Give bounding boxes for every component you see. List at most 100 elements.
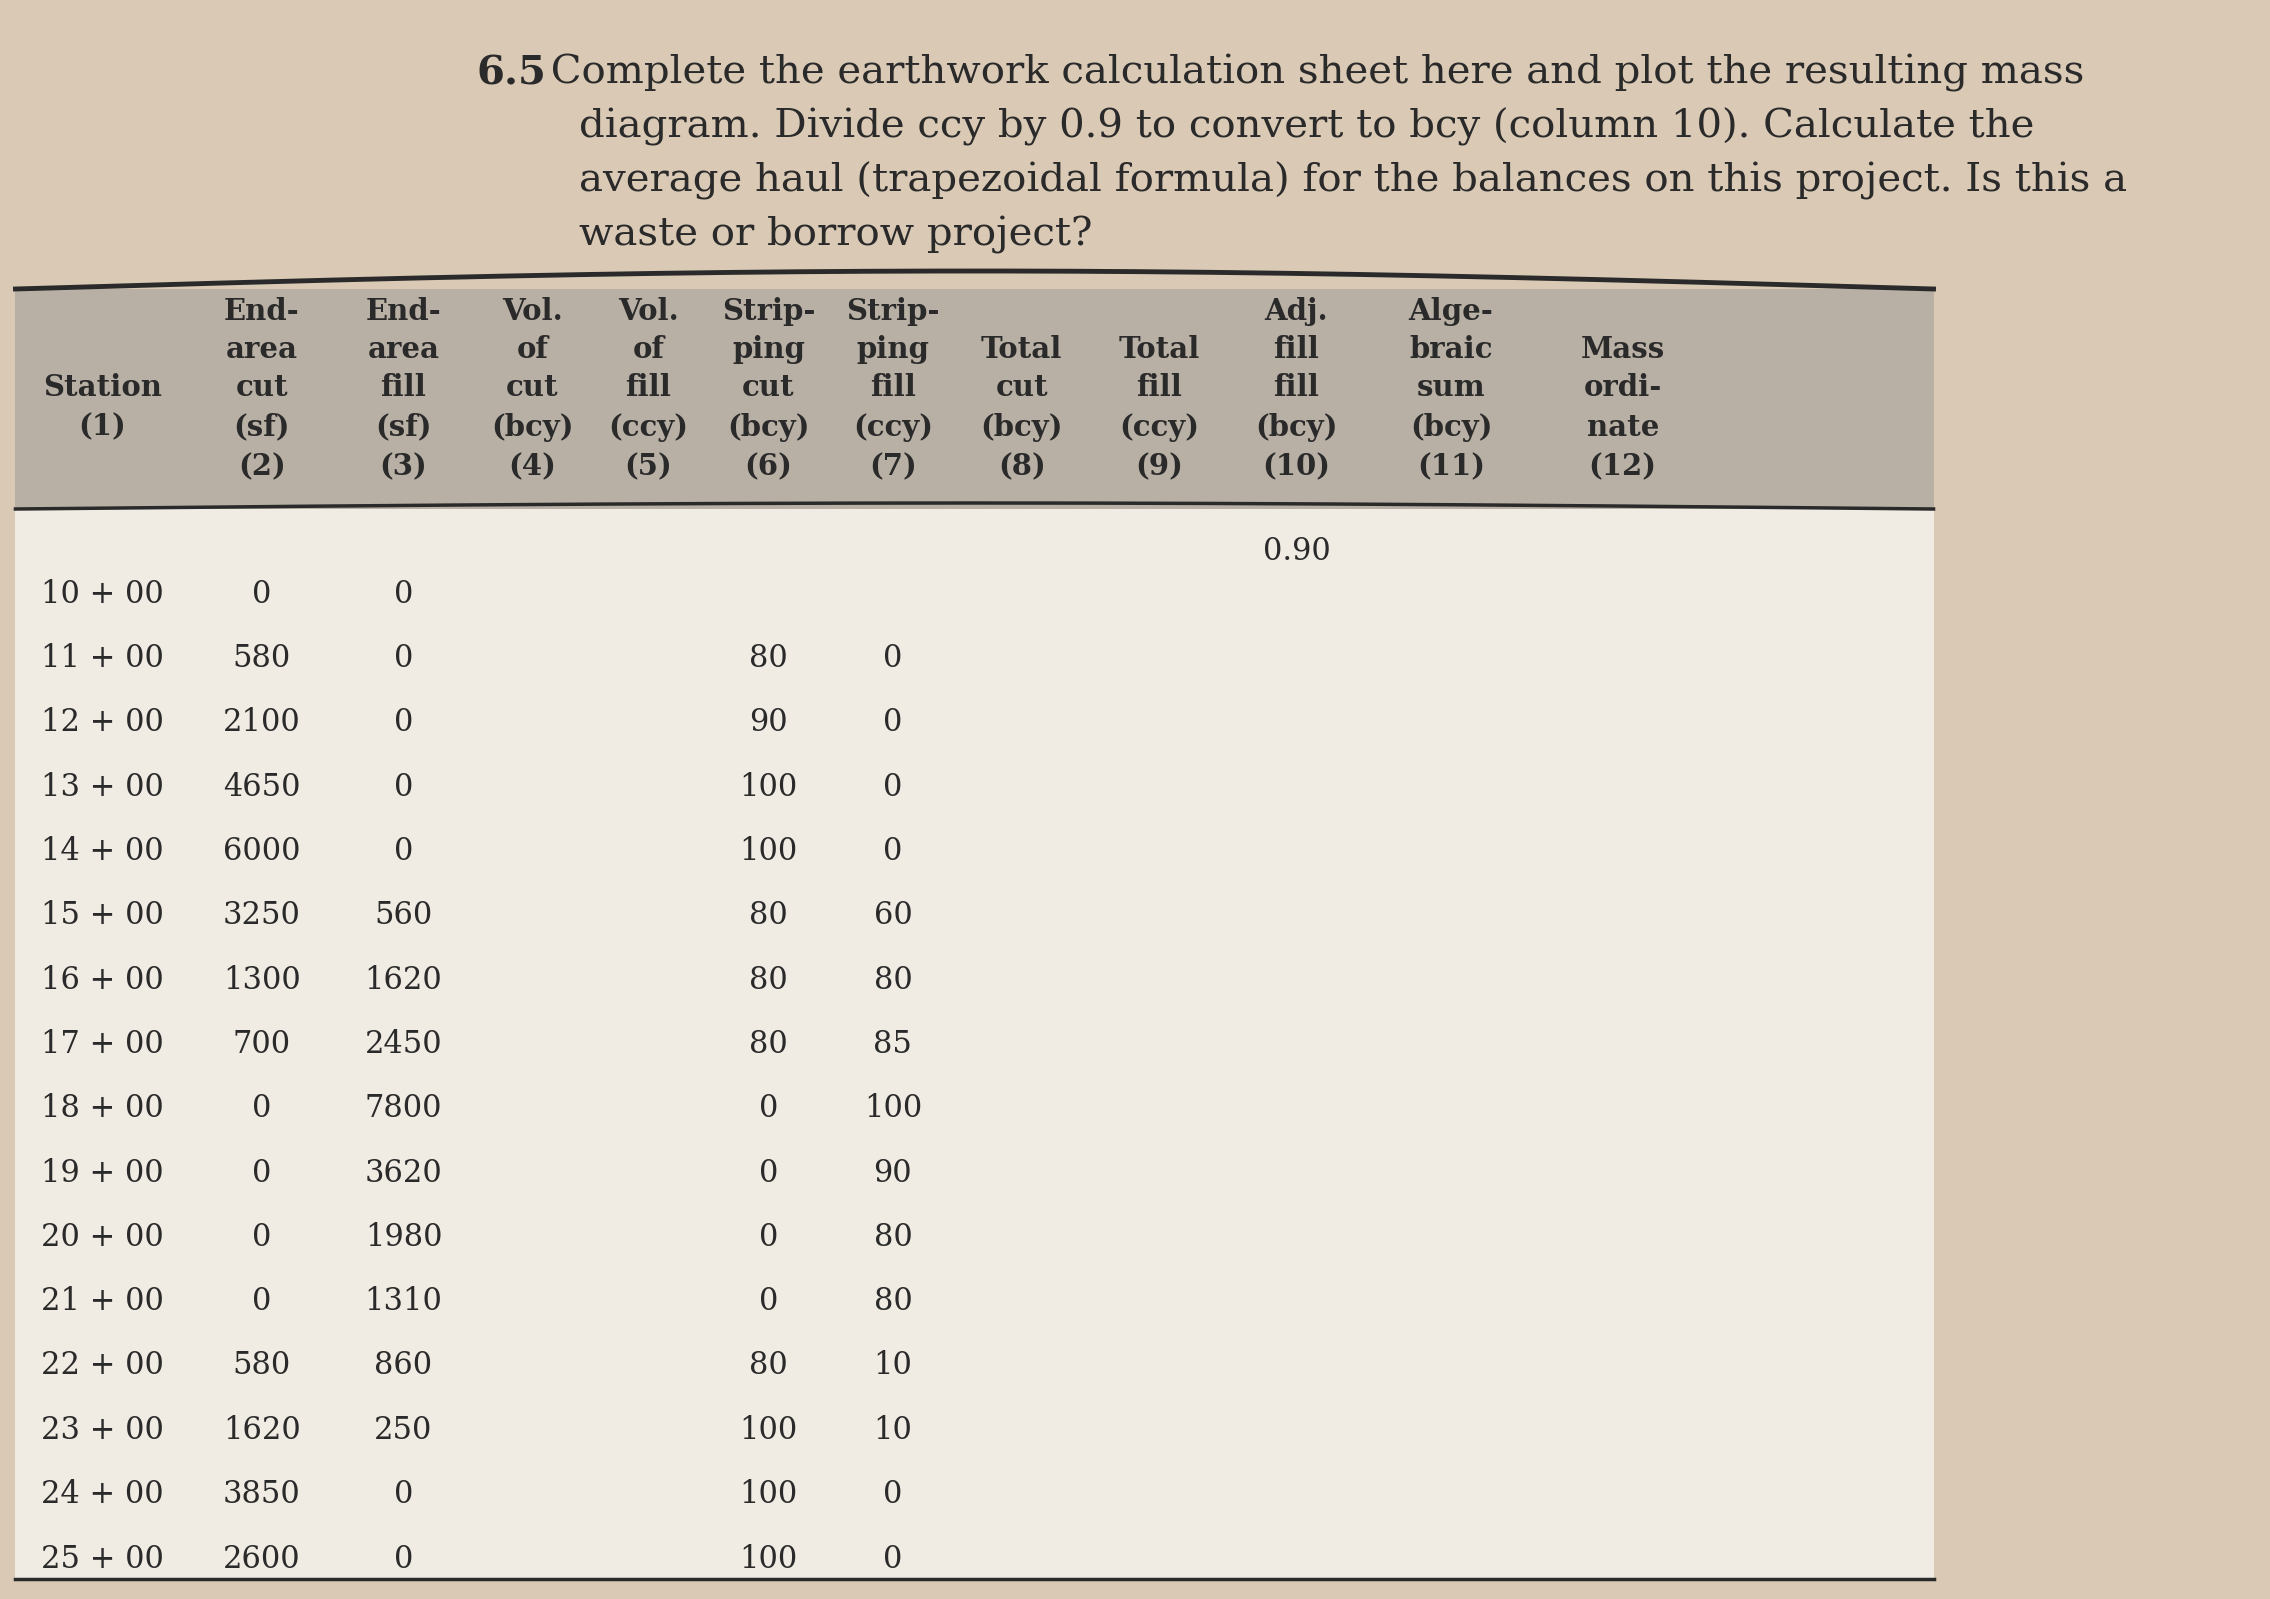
Text: (11): (11) <box>1416 453 1485 481</box>
Text: Strip-: Strip- <box>847 296 940 326</box>
Text: Vol.: Vol. <box>617 296 679 326</box>
Text: (3): (3) <box>379 453 427 481</box>
Text: 0: 0 <box>395 643 413 673</box>
Text: (6): (6) <box>745 453 792 481</box>
Text: waste or borrow project?: waste or borrow project? <box>477 216 1092 254</box>
Text: sum: sum <box>1416 373 1485 401</box>
Text: 100: 100 <box>865 1094 922 1124</box>
Text: average haul (trapezoidal formula) for the balances on this project. Is this a: average haul (trapezoidal formula) for t… <box>477 161 2127 200</box>
Text: (1): (1) <box>77 413 127 441</box>
Text: 18 + 00: 18 + 00 <box>41 1094 163 1124</box>
Text: 14 + 00: 14 + 00 <box>41 836 163 867</box>
Text: (8): (8) <box>999 453 1046 481</box>
Text: Complete the earthwork calculation sheet here and plot the resulting mass: Complete the earthwork calculation sheet… <box>538 54 2084 93</box>
Text: area: area <box>227 334 297 363</box>
Text: 60: 60 <box>874 900 913 931</box>
Text: of: of <box>633 334 665 363</box>
Text: (ccy): (ccy) <box>854 413 933 441</box>
Text: (12): (12) <box>1589 453 1657 481</box>
Text: End-: End- <box>225 296 300 326</box>
Text: 13 + 00: 13 + 00 <box>41 771 163 803</box>
Text: 80: 80 <box>749 1028 788 1060</box>
Text: 0: 0 <box>395 836 413 867</box>
Text: 1620: 1620 <box>365 964 443 996</box>
Text: 0: 0 <box>883 771 903 803</box>
Text: (bcy): (bcy) <box>726 413 810 441</box>
Text: 80: 80 <box>749 643 788 673</box>
Text: 0: 0 <box>252 1286 272 1318</box>
Text: 2600: 2600 <box>222 1543 300 1575</box>
Text: 0: 0 <box>395 707 413 739</box>
Text: Total: Total <box>1119 334 1201 363</box>
Text: 0: 0 <box>883 643 903 673</box>
Text: (bcy): (bcy) <box>1255 413 1337 441</box>
Text: 10 + 00: 10 + 00 <box>41 579 163 609</box>
Text: 2450: 2450 <box>365 1028 443 1060</box>
Text: (bcy): (bcy) <box>1410 413 1491 441</box>
Text: 90: 90 <box>749 707 788 739</box>
Text: of: of <box>515 334 549 363</box>
Text: 0: 0 <box>758 1094 779 1124</box>
Text: 0: 0 <box>395 771 413 803</box>
Text: 85: 85 <box>874 1028 913 1060</box>
Text: 80: 80 <box>874 964 913 996</box>
Text: Alge-: Alge- <box>1410 296 1494 326</box>
Text: 0: 0 <box>252 1094 272 1124</box>
Text: 580: 580 <box>234 1351 291 1382</box>
Text: cut: cut <box>236 373 288 401</box>
Text: (ccy): (ccy) <box>1119 413 1199 441</box>
Text: fill: fill <box>1273 334 1319 363</box>
Text: 3620: 3620 <box>365 1158 443 1188</box>
Text: 80: 80 <box>749 964 788 996</box>
Text: (2): (2) <box>238 453 286 481</box>
Text: 0: 0 <box>758 1286 779 1318</box>
Text: ping: ping <box>731 334 806 363</box>
Text: 80: 80 <box>749 900 788 931</box>
Text: fill: fill <box>381 373 427 401</box>
Text: (bcy): (bcy) <box>490 413 574 441</box>
Text: nate: nate <box>1587 413 1659 441</box>
Text: cut: cut <box>506 373 558 401</box>
Text: fill: fill <box>869 373 915 401</box>
Text: 23 + 00: 23 + 00 <box>41 1415 163 1445</box>
Text: 0: 0 <box>883 707 903 739</box>
Text: 0: 0 <box>883 1543 903 1575</box>
Text: cut: cut <box>742 373 794 401</box>
Text: 0: 0 <box>395 1479 413 1509</box>
Text: fill: fill <box>624 373 672 401</box>
Text: 22 + 00: 22 + 00 <box>41 1351 163 1382</box>
Text: 20 + 00: 20 + 00 <box>41 1222 163 1254</box>
Text: 11 + 00: 11 + 00 <box>41 643 163 673</box>
Text: 80: 80 <box>874 1222 913 1254</box>
Text: (ccy): (ccy) <box>608 413 688 441</box>
Text: 100: 100 <box>740 1479 797 1509</box>
Text: 1980: 1980 <box>365 1222 443 1254</box>
Text: Strip-: Strip- <box>722 296 815 326</box>
Text: area: area <box>368 334 440 363</box>
Text: (7): (7) <box>869 453 917 481</box>
Text: 3850: 3850 <box>222 1479 300 1509</box>
Text: Adj.: Adj. <box>1264 296 1328 326</box>
Text: 0: 0 <box>252 1158 272 1188</box>
Text: 6.5: 6.5 <box>477 54 547 93</box>
Text: ordi-: ordi- <box>1584 373 1662 401</box>
Text: 25 + 00: 25 + 00 <box>41 1543 163 1575</box>
Text: 860: 860 <box>375 1351 434 1382</box>
Text: 100: 100 <box>740 836 797 867</box>
Text: 10: 10 <box>874 1415 913 1445</box>
Text: 0: 0 <box>883 836 903 867</box>
Text: 580: 580 <box>234 643 291 673</box>
Text: 1620: 1620 <box>222 1415 300 1445</box>
Text: Total: Total <box>981 334 1062 363</box>
Text: (sf): (sf) <box>375 413 431 441</box>
Text: 100: 100 <box>740 771 797 803</box>
Text: diagram. Divide ccy by 0.9 to convert to bcy (column 10). Calculate the: diagram. Divide ccy by 0.9 to convert to… <box>477 109 2034 147</box>
Text: fill: fill <box>1273 373 1319 401</box>
Text: braic: braic <box>1410 334 1494 363</box>
Text: 4650: 4650 <box>222 771 300 803</box>
Text: 2100: 2100 <box>222 707 300 739</box>
Text: 0: 0 <box>883 1479 903 1509</box>
Text: 21 + 00: 21 + 00 <box>41 1286 163 1318</box>
Text: 90: 90 <box>874 1158 913 1188</box>
Text: 700: 700 <box>234 1028 291 1060</box>
